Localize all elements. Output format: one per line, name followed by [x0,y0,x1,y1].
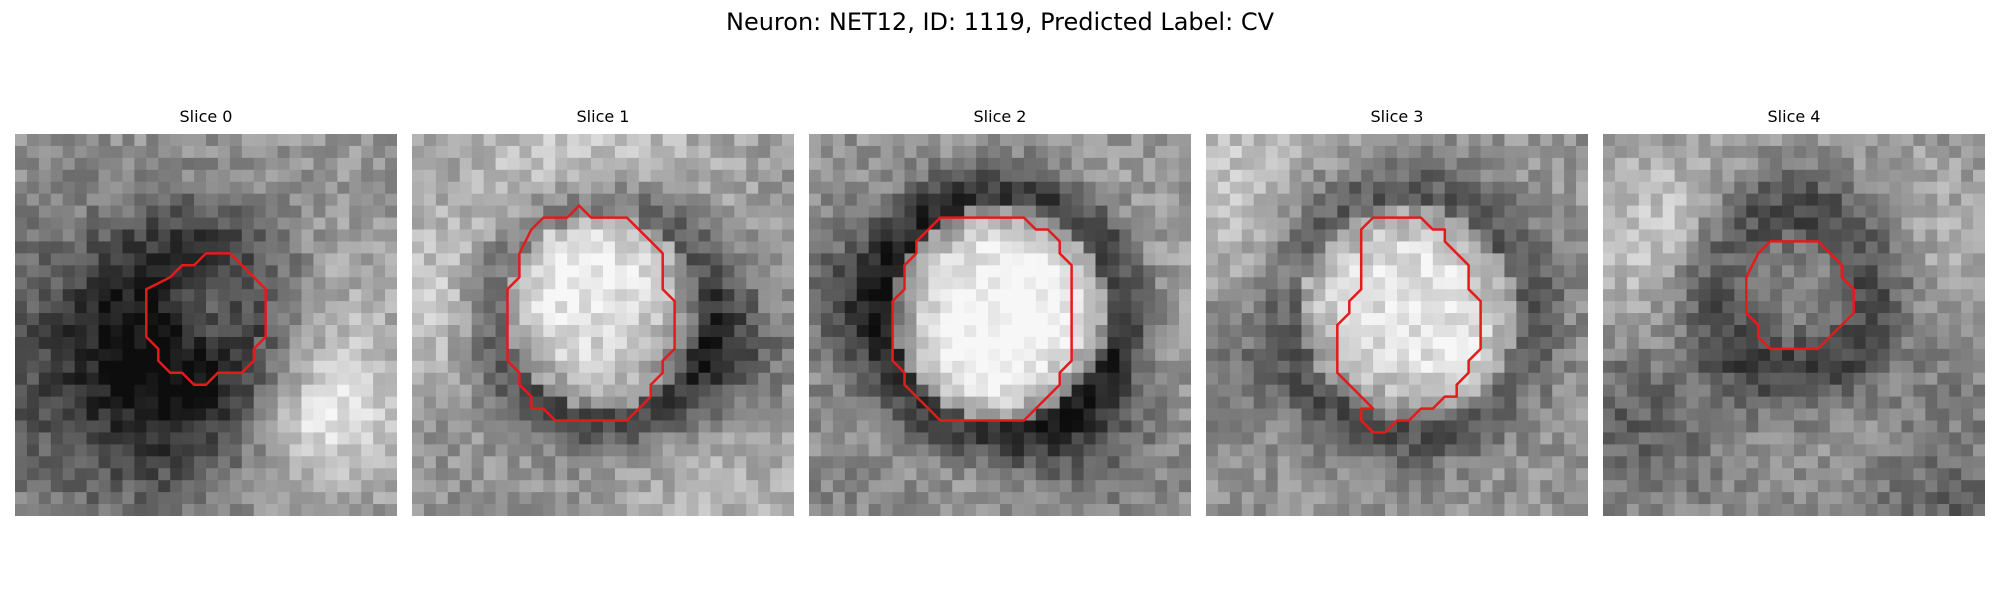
neuron-contour [1336,216,1482,434]
slice-title: Slice 0 [179,107,233,126]
neuron-contour [506,204,676,422]
figure-title: Neuron: NET12, ID: 1119, Predicted Label… [726,8,1274,36]
pixel-grid [15,134,397,516]
slice-title: Slice 4 [1767,107,1821,126]
slice-panel-2: Slice 2 [809,106,1191,516]
slice-panel-1: Slice 1 [412,106,794,516]
neuron-contour [891,216,1073,422]
slice-image [1206,134,1588,516]
slice-image [809,134,1191,516]
neuron-contour [145,252,267,386]
slice-title: Slice 3 [1370,107,1424,126]
slice-panel-3: Slice 3 [1206,106,1588,516]
neuron-contour [1745,240,1855,351]
pixel-grid [412,134,794,516]
slice-image [412,134,794,516]
slice-panel-0: Slice 0 [15,106,397,516]
pixel-grid [1206,134,1588,516]
slice-image [1603,134,1985,516]
slice-title: Slice 2 [973,107,1027,126]
slice-image [15,134,397,516]
slice-panel-4: Slice 4 [1603,106,1985,516]
pixel-grid [809,134,1191,516]
slice-title: Slice 1 [576,107,630,126]
pixel-grid [1603,134,1985,516]
